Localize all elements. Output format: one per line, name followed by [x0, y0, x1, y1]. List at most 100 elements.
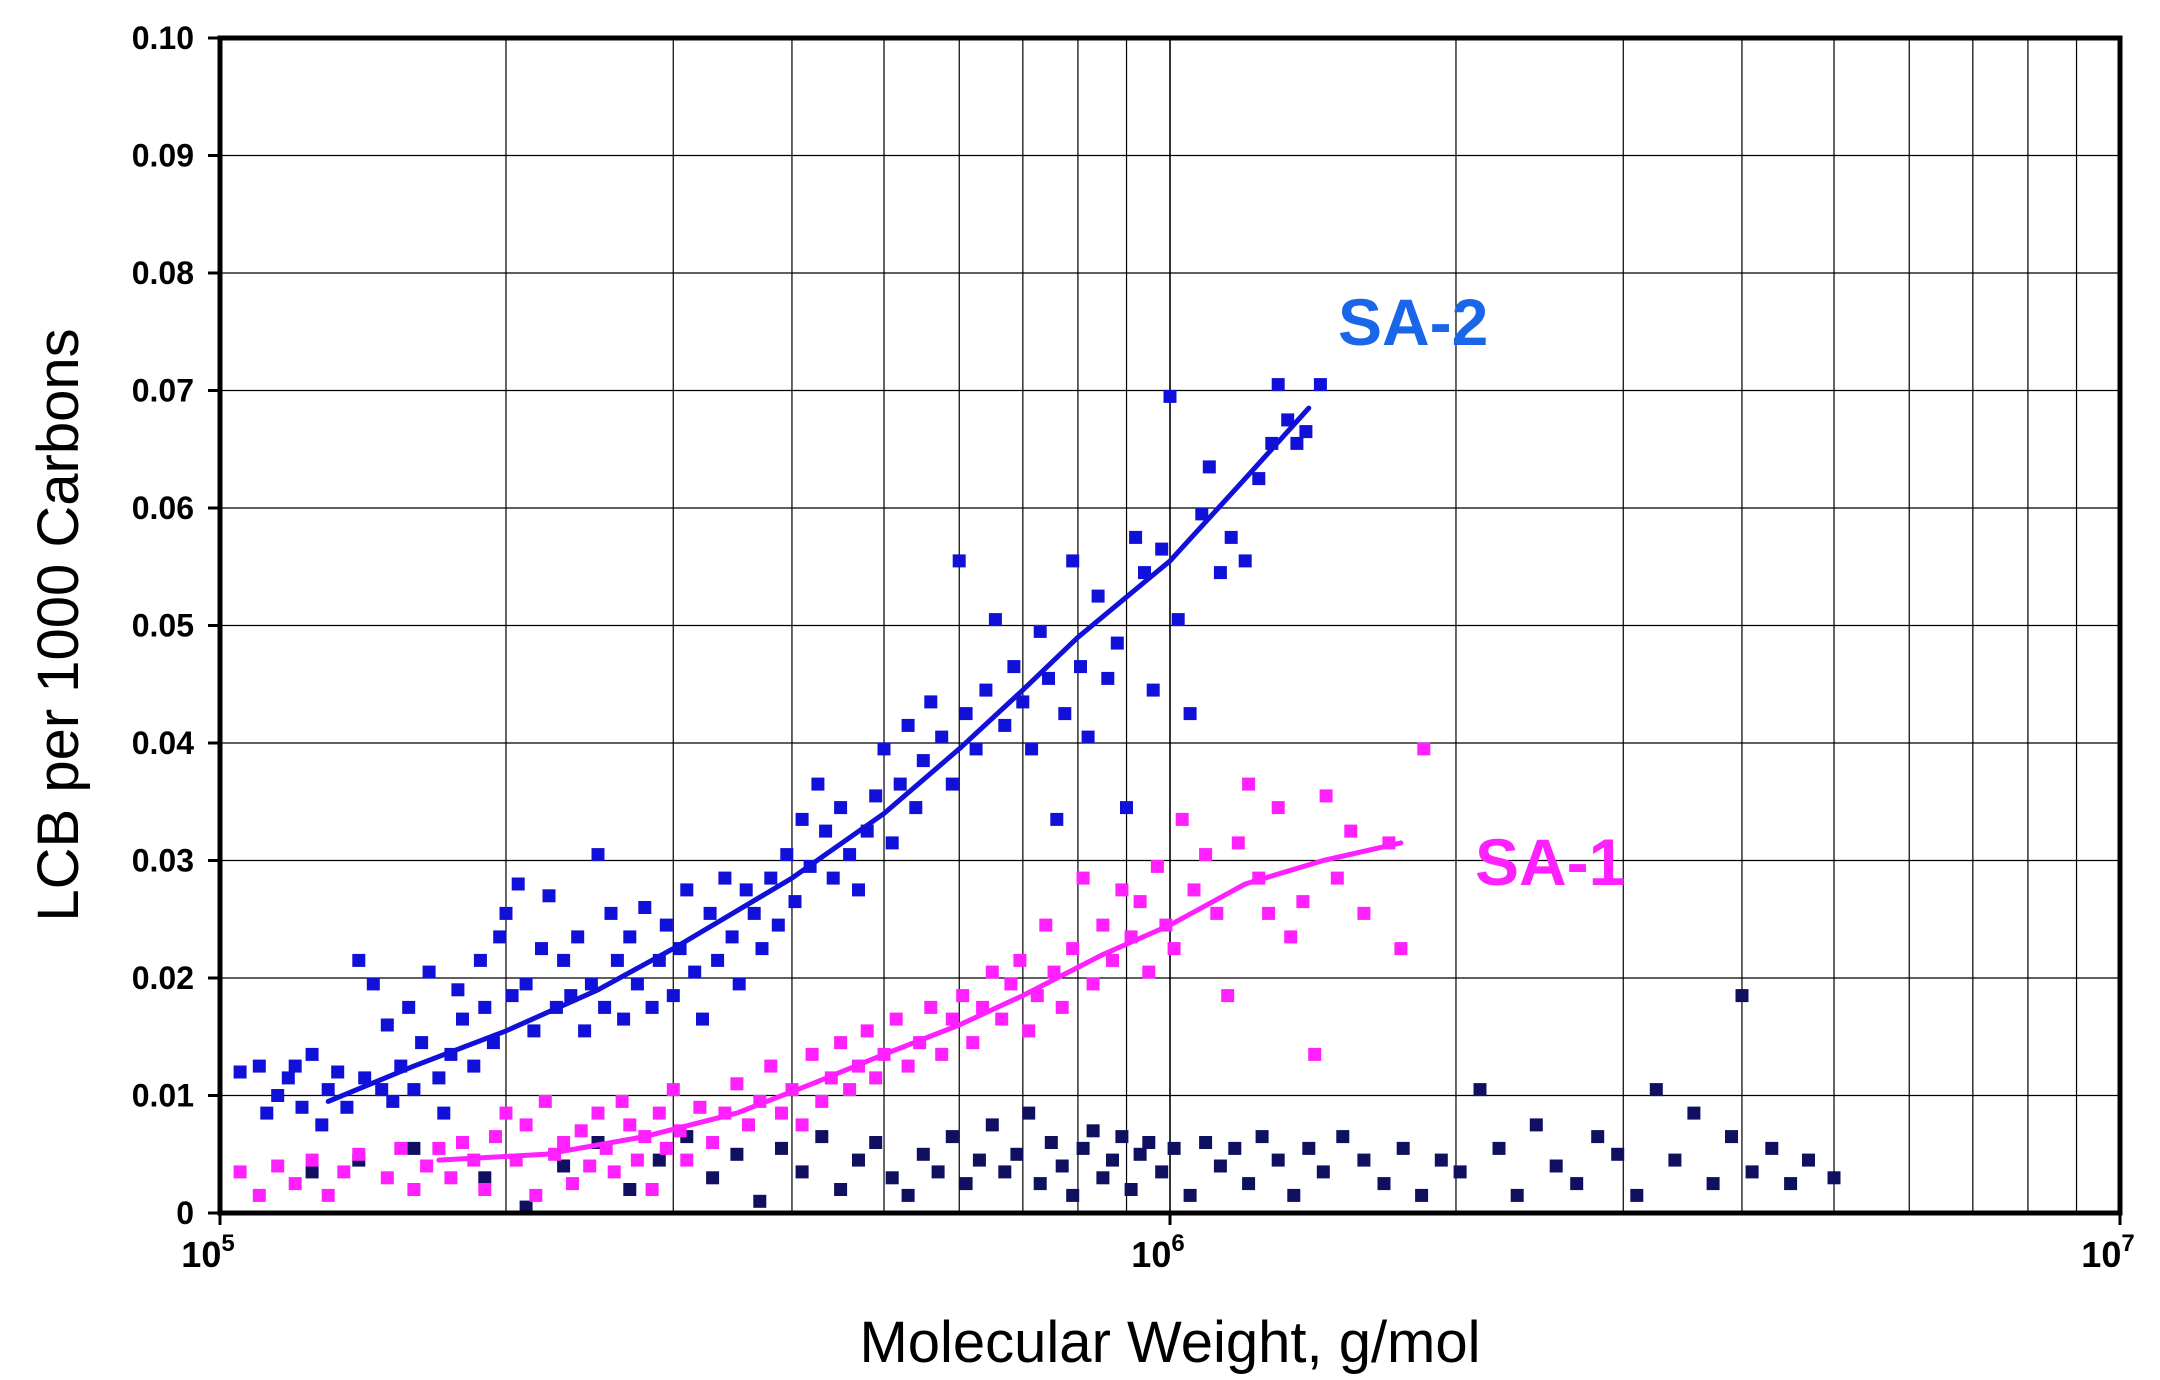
data-point [1025, 742, 1039, 756]
data-point [1330, 871, 1344, 885]
data-point [407, 1083, 421, 1097]
data-point [407, 1141, 421, 1155]
data-point [271, 1159, 285, 1173]
data-point [1013, 953, 1027, 967]
data-point [493, 930, 507, 944]
data-point [843, 1083, 857, 1097]
data-point [693, 1100, 707, 1114]
data-point [1138, 566, 1151, 580]
data-point [315, 1118, 329, 1132]
data-point [834, 801, 848, 815]
data-point [386, 1094, 400, 1108]
data-point [1142, 1136, 1156, 1149]
data-point [1492, 1141, 1506, 1155]
data-point [1050, 812, 1064, 826]
data-point [557, 953, 571, 967]
data-point [288, 1177, 302, 1191]
data-point [260, 1106, 274, 1120]
data-point [739, 883, 753, 897]
data-point [916, 1147, 930, 1161]
data-point [1086, 1124, 1100, 1138]
data-point [945, 1130, 959, 1144]
data-point [1163, 389, 1177, 403]
data-point [916, 754, 930, 768]
data-point [788, 895, 802, 909]
data-point [775, 1141, 788, 1155]
y-tick-label: 0.06 [132, 490, 194, 526]
data-point [604, 906, 618, 920]
x-axis-title: Molecular Weight, g/mol [859, 1310, 1480, 1375]
data-point [519, 977, 533, 991]
data-point [519, 1118, 533, 1132]
data-point [1706, 1177, 1720, 1191]
data-point [478, 1000, 492, 1014]
data-point [945, 777, 959, 791]
data-point [998, 718, 1012, 732]
data-point [1146, 683, 1160, 697]
data-point [732, 977, 746, 991]
data-point [352, 1147, 366, 1161]
data-point [574, 1124, 588, 1138]
y-tick-label: 0.03 [132, 843, 194, 879]
data-point [1167, 1141, 1181, 1155]
data-point [607, 1165, 621, 1179]
data-point [826, 871, 840, 885]
x-tick-label: 106 [1131, 1230, 1184, 1275]
y-tick-label: 0 [176, 1195, 194, 1231]
data-point [706, 1136, 720, 1149]
data-point [340, 1100, 354, 1114]
x-tick-label: 105 [181, 1230, 234, 1275]
data-point [696, 1012, 709, 1026]
data-point [860, 1024, 874, 1038]
data-point [666, 989, 680, 1003]
data-point [617, 1012, 631, 1026]
data-point [753, 1194, 767, 1208]
data-point [834, 1036, 848, 1050]
data-point [755, 942, 769, 956]
data-point [1101, 671, 1115, 685]
data-point [718, 871, 732, 885]
data-point [331, 1065, 345, 1079]
data-point [935, 1047, 949, 1061]
data-point [1611, 1147, 1625, 1161]
data-point [775, 1106, 788, 1120]
data-point [730, 1077, 744, 1091]
data-point [901, 1059, 915, 1073]
data-point [1271, 1153, 1285, 1167]
data-point [1142, 965, 1156, 979]
data-point [877, 742, 891, 756]
data-point [233, 1065, 247, 1079]
data-point [1745, 1165, 1759, 1179]
data-point [252, 1188, 266, 1202]
data-point [1004, 977, 1018, 991]
data-point [1319, 789, 1333, 803]
data-point [1167, 942, 1181, 956]
data-point [852, 1153, 865, 1167]
data-point [1129, 530, 1143, 544]
data-point [402, 1000, 416, 1014]
data-point [1183, 707, 1197, 721]
data-point [511, 877, 525, 891]
data-point [1725, 1130, 1738, 1144]
data-point [1096, 1171, 1110, 1185]
data-point [451, 983, 465, 997]
data-point [1290, 436, 1304, 450]
data-point [1010, 1147, 1024, 1161]
data-point [945, 1012, 959, 1026]
data-point [1022, 1106, 1036, 1120]
data-point [985, 1118, 999, 1132]
data-point [811, 777, 825, 791]
data-point [1336, 1130, 1350, 1144]
data-point [1549, 1159, 1563, 1173]
data-point [1308, 1047, 1322, 1061]
data-point [666, 1083, 680, 1097]
data-point [591, 848, 605, 862]
data-point [988, 613, 1002, 627]
data-point [1115, 1130, 1129, 1144]
data-point [1649, 1083, 1663, 1097]
data-point [966, 1036, 980, 1050]
data-point [623, 930, 637, 944]
data-point [795, 812, 809, 826]
data-point [1110, 636, 1124, 650]
data-point [1242, 777, 1256, 791]
